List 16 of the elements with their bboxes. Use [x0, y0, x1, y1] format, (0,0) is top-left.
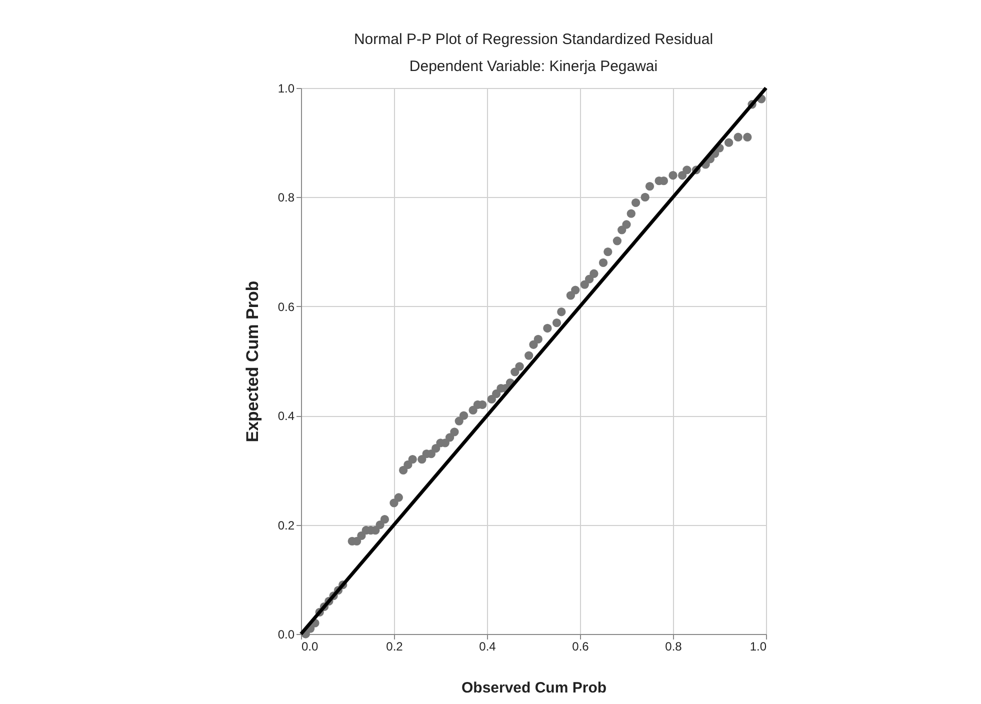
- x-tick-label: 0.2: [386, 640, 404, 654]
- y-tick-label: 0.0: [278, 628, 295, 642]
- y-tick-label: 1.0: [278, 82, 295, 96]
- chart-title: Normal P-P Plot of Regression Standardized Residual: [354, 31, 714, 48]
- x-tick-label: 1.0: [750, 640, 767, 654]
- y-tick-label: 0.2: [278, 518, 295, 532]
- y-tick-label: 0.6: [278, 300, 295, 314]
- chart-subtitle: Dependent Variable: Kinerja Pegawai: [409, 58, 658, 75]
- y-axis-title: Expected Cum Prob: [242, 280, 262, 442]
- x-tick-label: 0.0: [302, 640, 319, 654]
- x-axis-title: Observed Cum Prob: [461, 680, 607, 696]
- y-tick-label: 0.4: [278, 409, 295, 424]
- x-tick-label: 0.6: [572, 640, 590, 654]
- x-tick-label: 0.4: [479, 640, 496, 654]
- y-tick-label: 0.8: [278, 190, 295, 205]
- x-tick-label: 0.8: [665, 640, 682, 654]
